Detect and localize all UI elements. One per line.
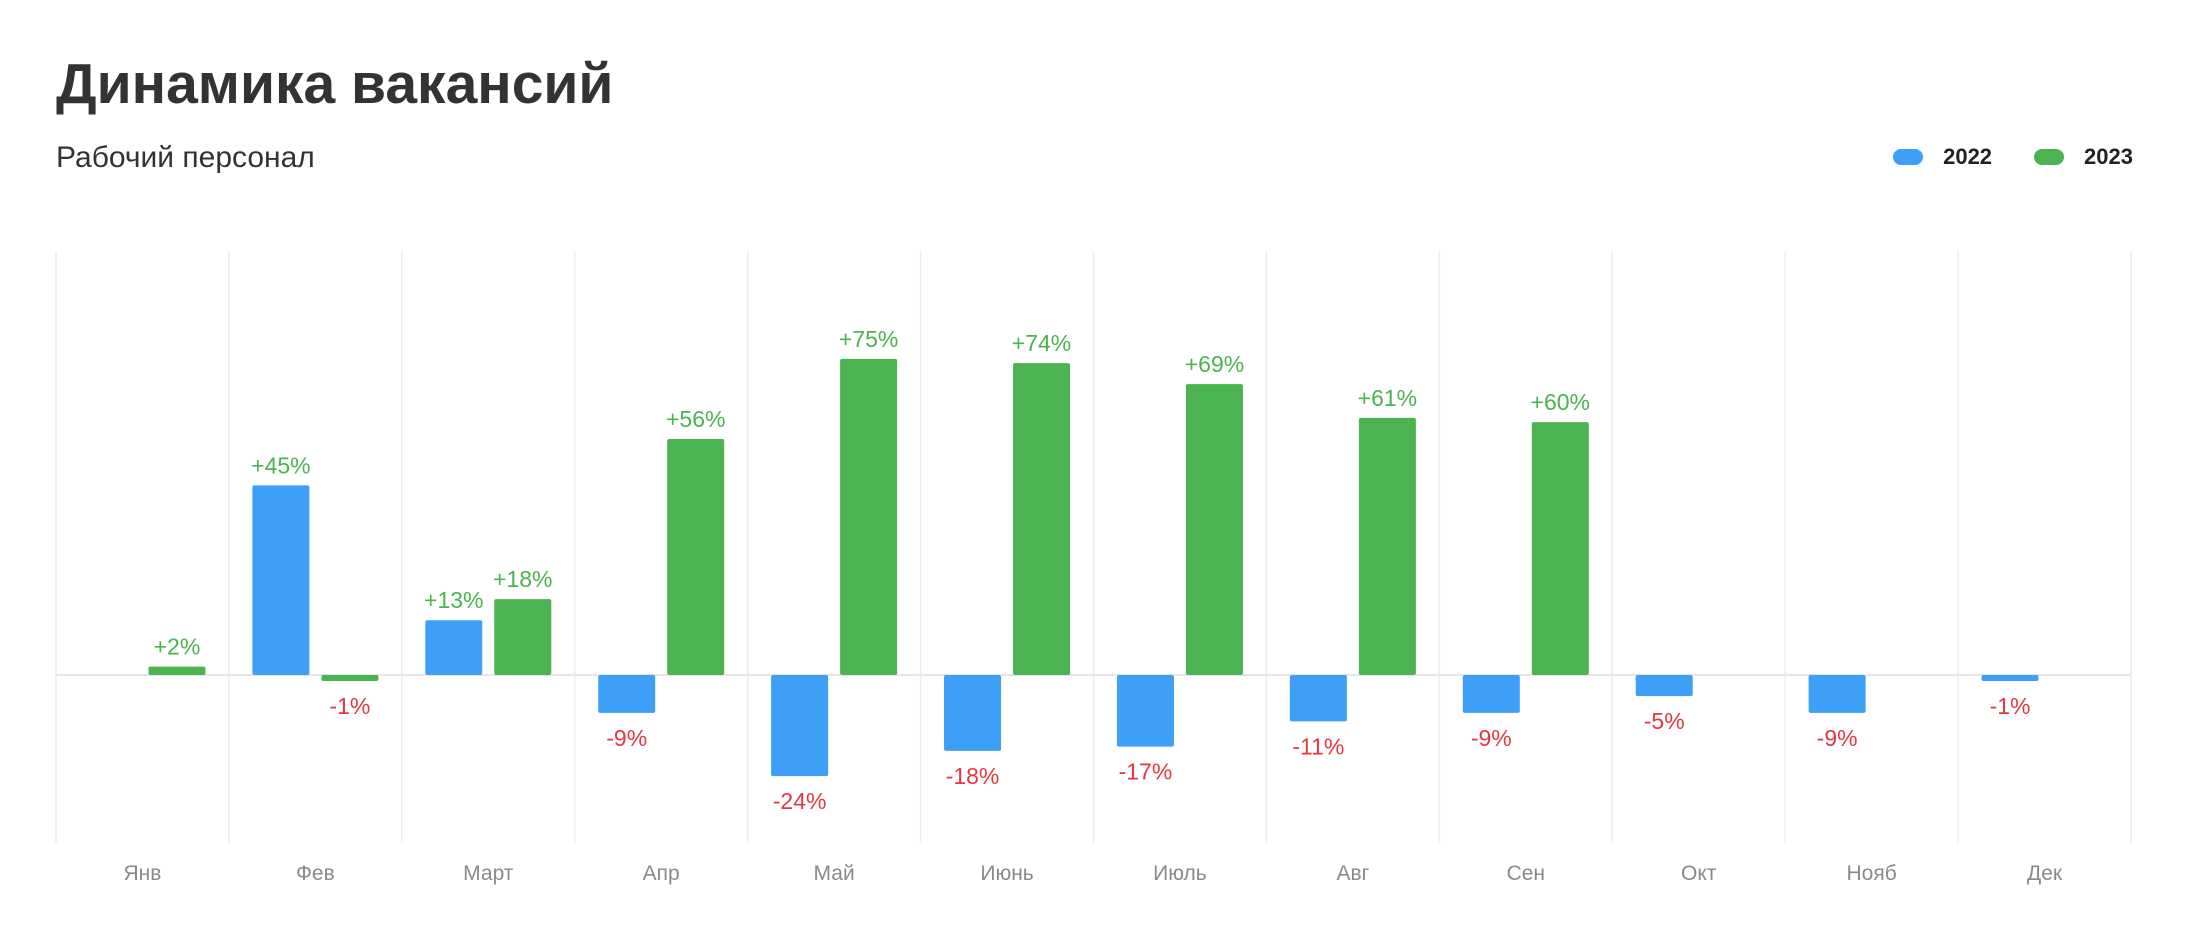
bar-2023-Авг[interactable] xyxy=(1358,417,1416,675)
data-label: +13% xyxy=(424,587,483,613)
bar-2022-Окт[interactable] xyxy=(1635,675,1693,697)
x-tick-label: Июнь xyxy=(980,862,1033,885)
bar-2023-Сен[interactable] xyxy=(1531,422,1589,675)
x-tick-label: Дек xyxy=(2027,862,2063,885)
data-label: -9% xyxy=(606,725,647,751)
bar-2022-Авг[interactable] xyxy=(1289,675,1347,722)
data-label: +69% xyxy=(1185,351,1244,377)
bar-2022-Июнь[interactable] xyxy=(944,675,1002,751)
data-label: -9% xyxy=(1817,725,1858,751)
data-label: -5% xyxy=(1644,708,1685,734)
x-tick-label: Май xyxy=(814,862,855,885)
data-label: +61% xyxy=(1358,385,1417,411)
data-label: -1% xyxy=(1990,693,2031,719)
bar-2023-Янв[interactable] xyxy=(148,666,206,675)
bar-2022-Нояб[interactable] xyxy=(1808,675,1866,713)
data-label-floating: +45% xyxy=(251,452,310,478)
bar-2022-Сен[interactable] xyxy=(1462,675,1520,713)
legend-swatch-2022 xyxy=(1893,149,1924,165)
data-label: -11% xyxy=(1292,733,1344,759)
chart-title: Динамика вакансий xyxy=(56,52,614,116)
bar-2022-Май[interactable] xyxy=(771,675,829,777)
bar-2023-Апр[interactable] xyxy=(667,438,725,675)
data-label: +75% xyxy=(839,326,898,352)
bar-2022-Фев[interactable] xyxy=(252,485,310,675)
data-labels: +2% -1% +13% +18% -9% +56% -24% +75% -18% +74% -17… xyxy=(154,326,2031,814)
bar-2022-Апр[interactable] xyxy=(598,675,656,713)
data-label: +2% xyxy=(154,634,201,660)
x-tick-label: Сен xyxy=(1507,862,1545,885)
x-tick-label: Июль xyxy=(1153,862,1207,885)
bar-2023-Май[interactable] xyxy=(840,358,898,675)
data-label: -18% xyxy=(946,763,1000,789)
data-label: -1% xyxy=(329,693,370,719)
x-tick-label: Нояб xyxy=(1847,862,1897,885)
x-tick-label: Янв xyxy=(123,862,161,885)
legend-item-2022[interactable]: 2022 xyxy=(1893,144,1992,170)
x-tick-label: Апр xyxy=(643,862,680,885)
data-label: +18% xyxy=(493,566,552,592)
data-label: +56% xyxy=(666,406,725,432)
legend-label-2022: 2022 xyxy=(1943,144,1993,169)
chart-subtitle: Рабочий персонал xyxy=(56,141,315,174)
x-tick-label: Авг xyxy=(1336,862,1369,885)
bars xyxy=(148,358,2039,777)
bar-2022-Дек[interactable] xyxy=(1981,675,2039,681)
x-tick-label: Март xyxy=(463,862,514,885)
bar-2023-Март[interactable] xyxy=(494,599,552,675)
data-label: -24% xyxy=(773,788,827,814)
grid xyxy=(55,251,2132,843)
bar-2023-Фев[interactable] xyxy=(321,675,379,681)
data-label: +74% xyxy=(1012,330,1071,356)
legend-label-2023: 2023 xyxy=(2084,144,2133,169)
x-axis-ticks: Янв Фев Март Апр Май Июнь Июль Авг Сен Окт Нояб Дек xyxy=(123,862,2062,885)
data-label: +60% xyxy=(1531,389,1590,415)
x-tick-label: Окт xyxy=(1681,862,1717,885)
legend-item-2023[interactable]: 2023 xyxy=(2034,144,2133,170)
bar-2023-Июнь[interactable] xyxy=(1013,363,1071,675)
data-label: -9% xyxy=(1471,725,1512,751)
legend: 2022 2023 xyxy=(1851,144,2133,170)
bar-2023-Июль[interactable] xyxy=(1185,384,1243,675)
data-label: -17% xyxy=(1119,759,1173,785)
bar-2022-Июль[interactable] xyxy=(1116,675,1174,747)
x-tick-label: Фев xyxy=(296,862,335,885)
bar-2022-Март[interactable] xyxy=(425,620,483,675)
legend-swatch-2023 xyxy=(2034,149,2065,165)
